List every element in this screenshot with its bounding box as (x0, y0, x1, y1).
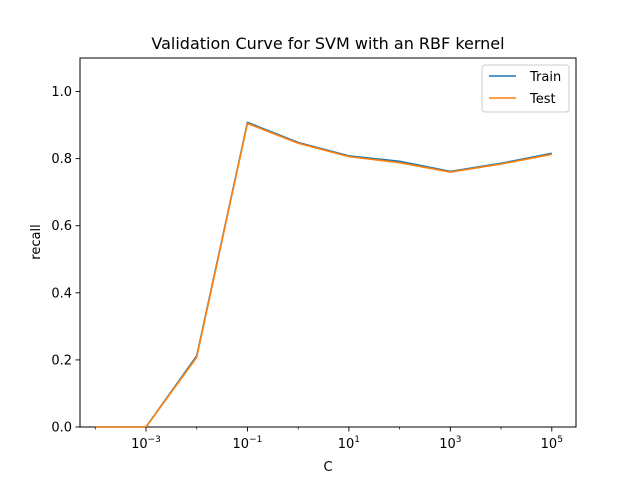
legend-label-test: Test (529, 92, 556, 107)
y-tick-label: 0.4 (51, 286, 72, 301)
x-axis-label: C (323, 460, 332, 475)
y-axis-ticks: 0.0 0.2 0.4 0.6 0.8 1.0 (51, 85, 80, 436)
chart-title: Validation Curve for SVM with an RBF ker… (151, 34, 504, 53)
series-line-test (95, 122, 552, 428)
y-tick-label: 0.6 (51, 219, 72, 234)
y-tick-label: 1.0 (51, 85, 72, 100)
plot-area-frame (79, 57, 577, 428)
x-tick-label: 101 (338, 435, 360, 452)
y-tick-label: 0.8 (51, 152, 72, 167)
legend: Train Test (481, 64, 570, 113)
series-line-train (95, 121, 552, 428)
y-tick-label: 0.2 (51, 353, 72, 368)
legend-label-train: Train (529, 70, 561, 85)
y-axis-label: recall (29, 224, 44, 259)
x-tick-label: 103 (439, 435, 461, 452)
series-lines (95, 121, 552, 428)
x-axis-ticks: 10−3 10−1 101 103 105 (94, 427, 563, 452)
x-tick-label: 10−1 (233, 435, 263, 452)
x-tick-label: 105 (541, 435, 563, 452)
y-tick-label: 0.0 (51, 421, 72, 436)
x-tick-label: 10−3 (131, 435, 161, 452)
